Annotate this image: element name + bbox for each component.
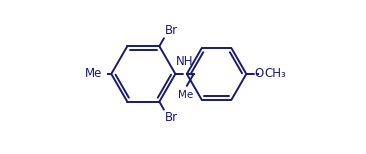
Text: Me: Me <box>179 90 194 100</box>
Text: NH: NH <box>176 55 193 68</box>
Text: Br: Br <box>165 24 178 37</box>
Text: CH₃: CH₃ <box>264 67 286 80</box>
Text: Me: Me <box>85 67 102 80</box>
Text: O: O <box>254 67 263 80</box>
Text: Br: Br <box>165 111 178 124</box>
